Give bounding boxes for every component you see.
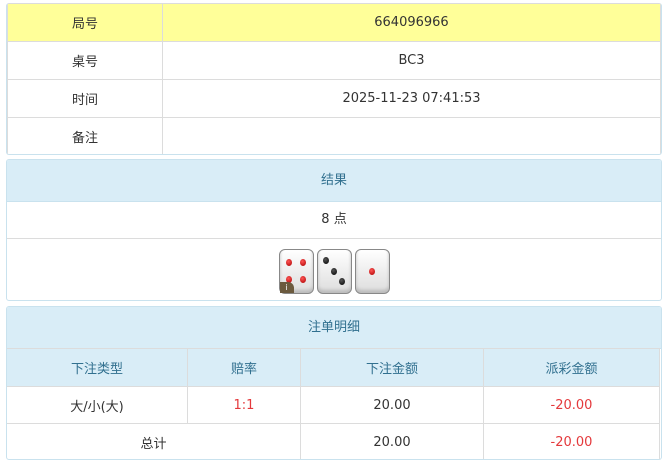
note-value <box>162 117 661 154</box>
table-row: 桌号 BC3 <box>7 41 661 80</box>
pip <box>286 276 293 284</box>
note-row: 备注 <box>7 117 661 154</box>
time-value: 2025-11-23 07:41:53 <box>162 79 661 118</box>
label: 备注 <box>7 117 163 154</box>
result-title: 结果 <box>7 160 661 202</box>
pip <box>369 267 375 275</box>
header-odds: 赔率 <box>187 348 301 387</box>
total-label: 总计 <box>7 423 301 459</box>
label: 桌号 <box>7 41 163 80</box>
time-row: 时间 2025-11-23 07:41:53 <box>7 79 661 118</box>
die-4: i <box>278 249 314 294</box>
total-payout: -20.00 <box>483 423 660 459</box>
header-amount: 下注金额 <box>300 348 484 387</box>
info-table: 局号 664096966 桌号 BC3 时间 2025-11-23 07:41:53 … <box>6 3 662 155</box>
label: 时间 <box>7 79 163 118</box>
pip <box>331 267 337 275</box>
round-number: 664096966 <box>162 3 661 42</box>
info-badge-icon[interactable]: i <box>279 282 294 293</box>
payout: -20.00 <box>483 386 660 424</box>
dice-row: i <box>7 239 661 294</box>
bet-details-panel: 注单明细 下注类型 赔率 下注金额 派彩金额 大/小(大) 1:1 20.00 … <box>6 306 662 460</box>
result-panel: 结果 8 点 i <box>6 159 662 301</box>
pip <box>299 258 306 266</box>
die-1 <box>354 249 390 294</box>
header-bet-type: 下注类型 <box>7 348 188 387</box>
round-row: 局号 664096966 <box>7 3 661 42</box>
odds: 1:1 <box>187 386 301 424</box>
die-3 <box>316 249 352 294</box>
bet-type: 大/小(大) <box>7 386 188 424</box>
header-row: 下注类型 赔率 下注金额 派彩金额 <box>7 348 660 387</box>
label: 局号 <box>7 3 163 42</box>
pip <box>339 278 346 286</box>
pip <box>299 276 306 284</box>
total-row: 总计 20.00 -20.00 <box>7 423 660 459</box>
bets-title: 注单明细 <box>7 307 661 349</box>
table-number: BC3 <box>162 41 661 80</box>
pip <box>322 256 329 264</box>
result-points: 8 点 <box>7 202 661 239</box>
bet-amount: 20.00 <box>300 386 484 424</box>
bet-row: 大/小(大) 1:1 20.00 -20.00 <box>7 386 660 424</box>
total-amount: 20.00 <box>300 423 484 459</box>
header-payout: 派彩金额 <box>483 348 660 387</box>
pip <box>286 258 293 266</box>
